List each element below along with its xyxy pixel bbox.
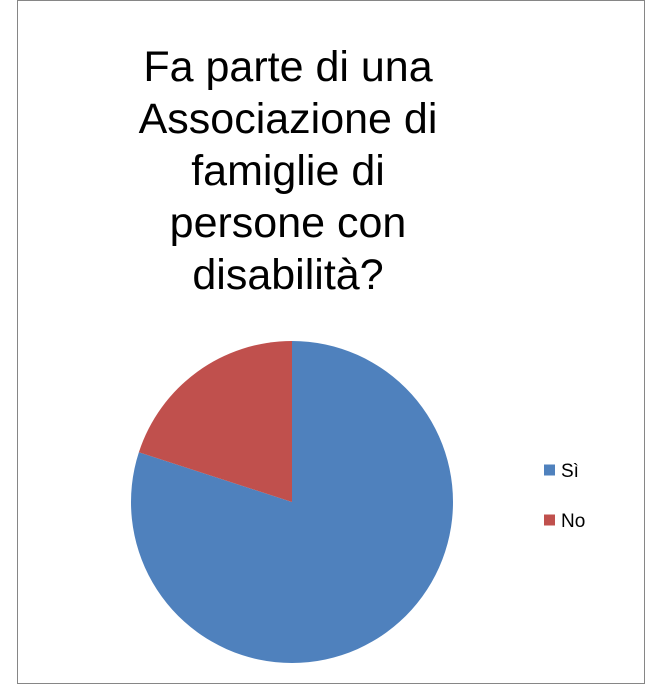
legend-label-2: No	[561, 511, 585, 532]
chart-frame: Fa parte di una Associazione di famiglie…	[17, 0, 645, 684]
legend: Sì No	[544, 461, 585, 532]
legend-label-1: Sì	[561, 461, 579, 482]
pie	[131, 341, 453, 663]
chart-plot-area: Sì No	[18, 1, 646, 685]
legend-swatch-1	[544, 465, 555, 476]
legend-swatch-2	[544, 515, 555, 526]
